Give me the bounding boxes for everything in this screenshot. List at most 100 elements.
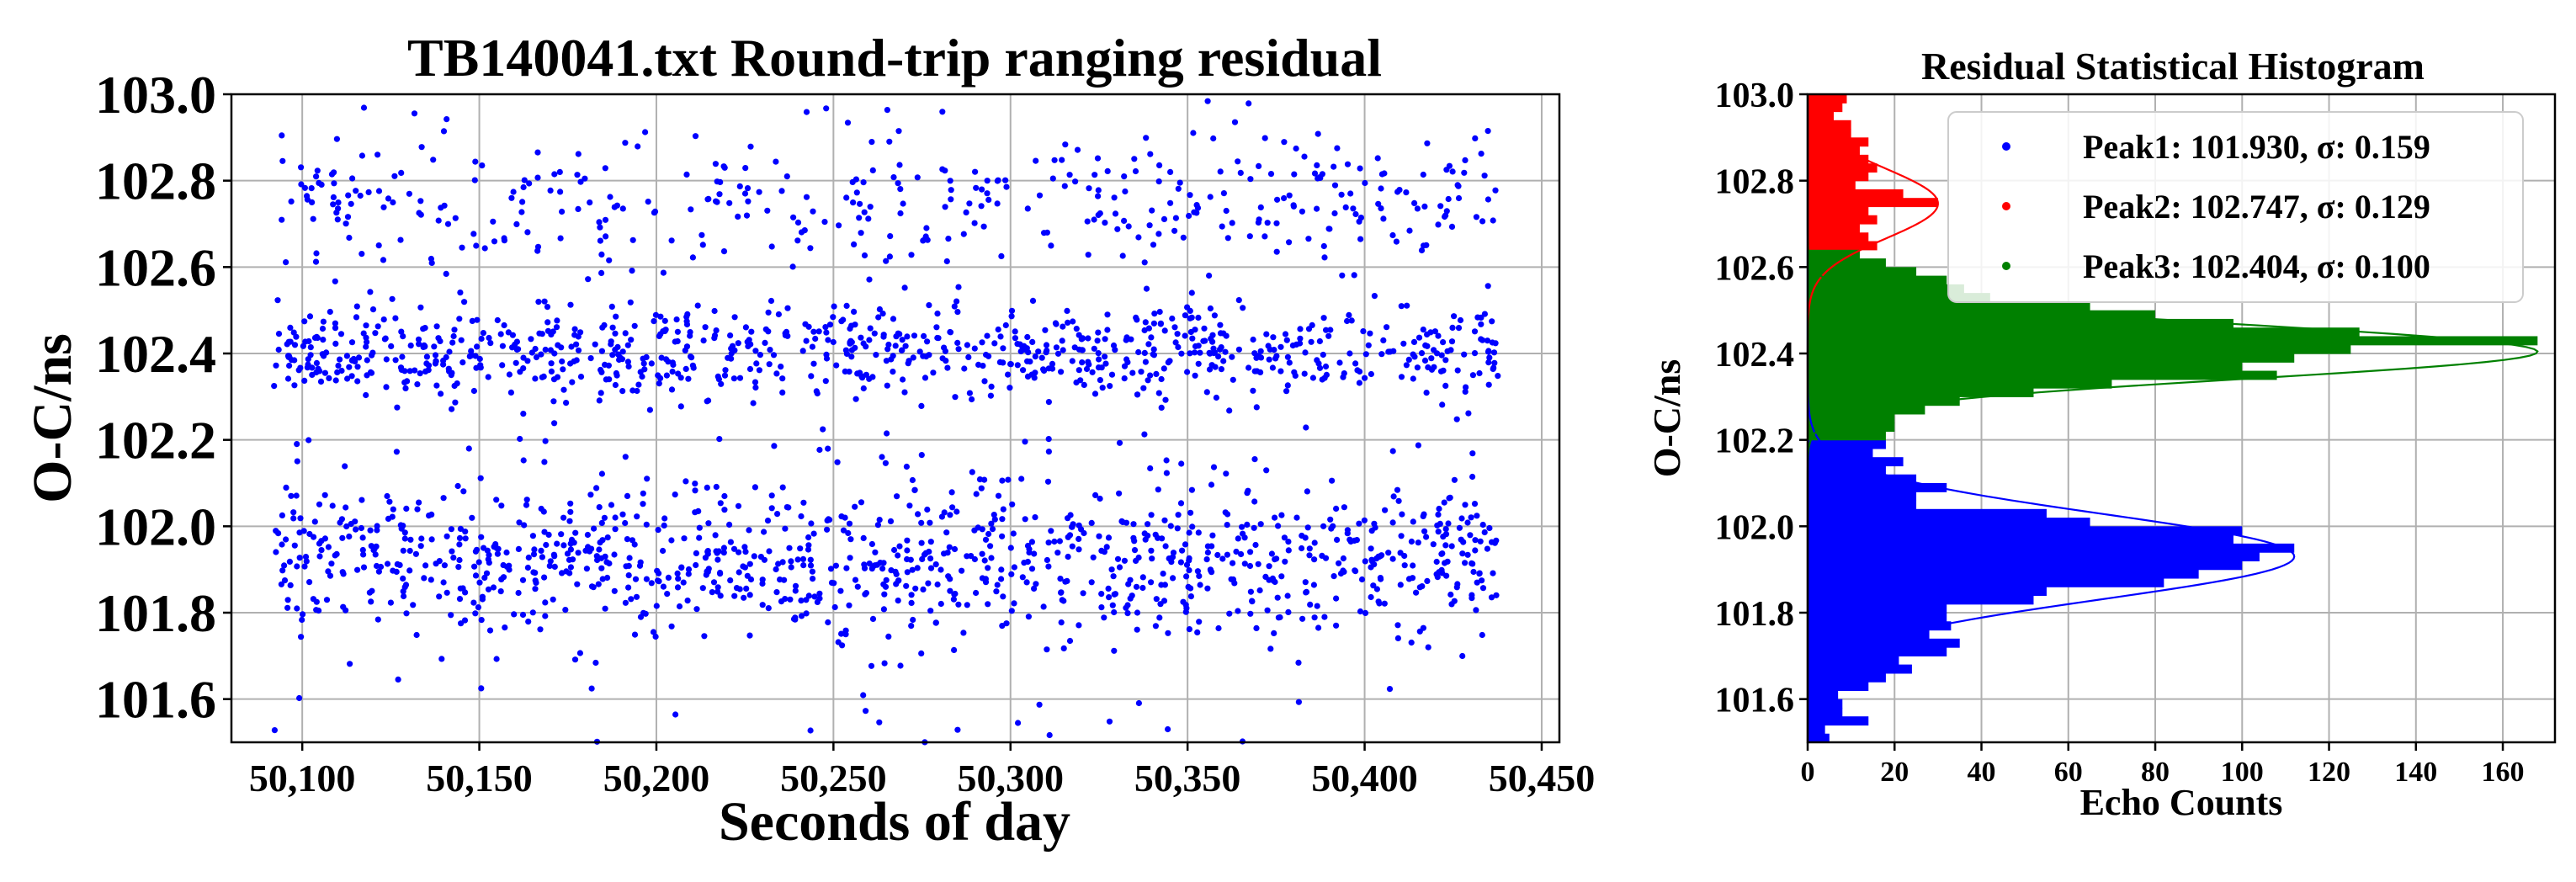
scatter-point <box>608 502 615 508</box>
scatter-point <box>343 504 349 511</box>
scatter-point <box>890 174 897 181</box>
scatter-x-axis-label: Seconds of day <box>719 791 1070 853</box>
scatter-point <box>1251 456 1258 463</box>
scatter-point <box>1447 591 1454 598</box>
scatter-point <box>286 558 293 566</box>
scatter-point <box>1123 334 1130 341</box>
scatter-point <box>1171 227 1178 234</box>
scatter-point <box>1166 358 1173 364</box>
scatter-point <box>567 500 574 507</box>
scatter-point <box>1131 547 1139 554</box>
scatter-point <box>1485 283 1491 290</box>
histogram-bar-peak1 <box>1808 483 1947 492</box>
scatter-point <box>1246 562 1254 570</box>
scatter-point <box>809 343 816 350</box>
scatter-point <box>1203 556 1210 563</box>
scatter-point <box>493 497 500 503</box>
scatter-point <box>1179 547 1186 554</box>
scatter-point <box>735 213 741 220</box>
scatter-point <box>661 317 668 324</box>
histogram-x-tick-label: 100 <box>2221 757 2264 788</box>
scatter-point <box>984 190 991 197</box>
scatter-point <box>1330 573 1337 580</box>
scatter-y-axis-label: O-C/ns <box>22 333 83 503</box>
scatter-point <box>677 375 684 381</box>
scatter-point <box>560 542 567 549</box>
scatter-point <box>1270 334 1277 341</box>
scatter-point <box>991 512 997 518</box>
scatter-point <box>716 436 723 443</box>
scatter-point <box>286 362 293 369</box>
scatter-point <box>858 499 865 506</box>
scatter-point <box>1305 236 1312 242</box>
scatter-point <box>503 549 510 556</box>
scatter-point <box>997 333 1004 340</box>
scatter-point <box>947 512 953 518</box>
scatter-point <box>1437 368 1445 375</box>
scatter-point <box>656 332 663 339</box>
scatter-point <box>1357 608 1364 615</box>
scatter-point <box>1469 473 1476 481</box>
scatter-point <box>788 558 794 565</box>
scatter-point <box>963 209 969 215</box>
scatter-point <box>575 151 582 157</box>
scatter-point <box>1031 375 1038 381</box>
scatter-point <box>823 355 831 362</box>
scatter-point <box>1215 624 1222 632</box>
scatter-point <box>1008 571 1015 577</box>
scatter-point <box>904 333 911 340</box>
scatter-point <box>296 529 303 536</box>
histogram-bar-peak3 <box>1808 301 2090 311</box>
scatter-point <box>1267 171 1275 178</box>
scatter-point <box>354 378 361 385</box>
scatter-point <box>705 397 712 404</box>
scatter-point <box>688 354 695 361</box>
scatter-point <box>466 353 473 359</box>
scatter-point <box>1191 209 1198 215</box>
scatter-point <box>782 525 789 532</box>
scatter-point <box>727 577 734 584</box>
scatter-point <box>985 353 992 359</box>
scatter-point <box>1230 376 1236 383</box>
scatter-point <box>313 250 320 257</box>
scatter-point <box>898 347 906 353</box>
scatter-point <box>1291 171 1298 178</box>
scatter-point <box>1245 487 1251 494</box>
scatter-point <box>325 544 332 550</box>
scatter-point <box>1471 501 1479 507</box>
scatter-point <box>1147 151 1154 157</box>
scatter-point <box>1433 350 1441 357</box>
scatter-point <box>471 177 478 183</box>
scatter-point <box>964 602 970 608</box>
scatter-point <box>1322 363 1330 370</box>
scatter-point <box>756 189 762 195</box>
scatter-point <box>1423 390 1430 396</box>
scatter-point <box>327 308 333 316</box>
scatter-point <box>721 492 728 500</box>
scatter-point <box>1189 523 1196 530</box>
scatter-point <box>909 566 916 573</box>
scatter-point <box>598 348 606 354</box>
scatter-point <box>1224 522 1230 529</box>
scatter-point <box>640 355 646 362</box>
scatter-point <box>932 561 939 568</box>
scatter-point <box>1479 218 1486 225</box>
scatter-frame <box>230 93 1561 744</box>
histogram-bar-peak1 <box>1808 630 1930 640</box>
scatter-point <box>1356 218 1362 225</box>
scatter-point <box>628 596 635 603</box>
scatter-point <box>1320 242 1327 250</box>
scatter-point <box>1422 342 1429 348</box>
histogram-bar-peak2 <box>1808 111 1834 121</box>
scatter-point <box>642 129 649 135</box>
scatter-point <box>1435 529 1442 535</box>
scatter-point <box>528 349 535 356</box>
scatter-point <box>934 311 941 317</box>
histogram-bar-peak2 <box>1808 206 1869 216</box>
scatter-point <box>1069 543 1076 550</box>
scatter-point <box>412 367 418 374</box>
scatter-point <box>554 540 560 547</box>
scatter-point <box>895 330 901 337</box>
scatter-point <box>1436 505 1442 513</box>
